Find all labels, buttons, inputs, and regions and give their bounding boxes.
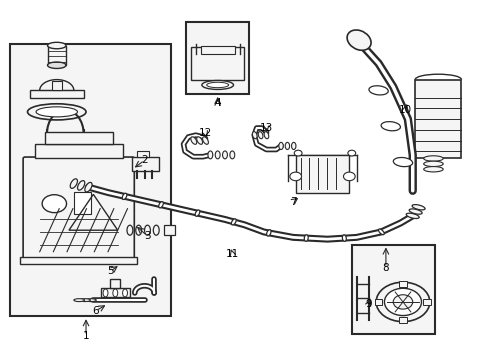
Ellipse shape xyxy=(222,151,227,159)
Bar xyxy=(20,257,137,264)
Bar xyxy=(351,244,434,334)
Ellipse shape xyxy=(202,137,208,144)
Ellipse shape xyxy=(206,82,228,87)
Bar xyxy=(47,45,66,65)
Ellipse shape xyxy=(190,137,196,144)
Bar xyxy=(423,299,430,305)
Ellipse shape xyxy=(423,156,442,161)
Ellipse shape xyxy=(122,289,127,297)
Circle shape xyxy=(343,172,354,181)
Ellipse shape xyxy=(392,157,412,167)
Ellipse shape xyxy=(144,225,150,235)
Ellipse shape xyxy=(231,219,236,225)
Ellipse shape xyxy=(85,299,96,302)
Ellipse shape xyxy=(113,289,118,297)
Ellipse shape xyxy=(346,30,370,50)
Bar xyxy=(52,81,61,90)
Text: 4: 4 xyxy=(214,98,221,108)
Ellipse shape xyxy=(408,209,421,214)
Bar xyxy=(44,132,113,144)
Bar xyxy=(374,299,382,305)
Ellipse shape xyxy=(406,213,418,219)
Ellipse shape xyxy=(207,151,212,159)
Ellipse shape xyxy=(285,142,289,149)
Bar xyxy=(185,22,249,94)
Ellipse shape xyxy=(136,225,142,235)
Ellipse shape xyxy=(278,142,283,149)
Circle shape xyxy=(384,288,421,316)
Ellipse shape xyxy=(47,42,66,49)
Bar xyxy=(137,151,149,157)
Circle shape xyxy=(42,195,66,213)
Text: 1: 1 xyxy=(82,331,89,341)
Text: 8: 8 xyxy=(382,263,388,273)
FancyBboxPatch shape xyxy=(23,157,134,260)
Ellipse shape xyxy=(47,62,66,68)
Ellipse shape xyxy=(85,183,92,192)
Circle shape xyxy=(289,172,301,181)
Bar xyxy=(295,155,348,193)
Text: 3: 3 xyxy=(143,231,150,240)
Ellipse shape xyxy=(195,210,200,216)
Ellipse shape xyxy=(122,193,126,199)
Ellipse shape xyxy=(229,151,234,159)
Text: 11: 11 xyxy=(225,248,239,258)
Text: 10: 10 xyxy=(398,105,411,115)
Ellipse shape xyxy=(36,107,77,117)
Ellipse shape xyxy=(70,179,77,188)
Bar xyxy=(200,45,234,54)
Text: 12: 12 xyxy=(199,129,212,138)
Bar xyxy=(35,144,122,158)
Circle shape xyxy=(375,282,429,321)
Bar xyxy=(101,288,130,297)
Ellipse shape xyxy=(78,181,84,190)
Ellipse shape xyxy=(411,204,424,210)
Bar xyxy=(10,44,171,316)
Ellipse shape xyxy=(342,235,346,241)
Text: 5: 5 xyxy=(107,266,114,276)
Ellipse shape xyxy=(103,289,108,297)
Bar xyxy=(110,279,120,288)
Ellipse shape xyxy=(159,202,163,208)
Text: 9: 9 xyxy=(365,299,371,309)
Bar xyxy=(74,192,91,214)
Bar xyxy=(414,80,461,158)
Ellipse shape xyxy=(423,167,442,172)
Text: 2: 2 xyxy=(141,155,147,165)
Ellipse shape xyxy=(196,137,202,144)
Ellipse shape xyxy=(380,122,400,131)
Ellipse shape xyxy=(127,225,133,235)
Bar xyxy=(132,157,159,171)
Circle shape xyxy=(392,295,412,309)
Ellipse shape xyxy=(74,299,84,302)
Circle shape xyxy=(347,150,355,156)
Ellipse shape xyxy=(215,151,220,159)
Ellipse shape xyxy=(264,132,268,139)
Ellipse shape xyxy=(252,132,257,139)
Ellipse shape xyxy=(291,142,295,149)
Bar xyxy=(398,317,406,323)
Bar xyxy=(163,225,174,235)
Ellipse shape xyxy=(368,86,387,95)
Text: 13: 13 xyxy=(259,123,272,133)
Ellipse shape xyxy=(378,229,384,235)
Ellipse shape xyxy=(258,132,263,139)
Ellipse shape xyxy=(202,81,233,89)
Bar xyxy=(398,281,406,287)
Ellipse shape xyxy=(27,104,86,120)
Ellipse shape xyxy=(266,230,270,236)
Ellipse shape xyxy=(304,235,307,241)
Ellipse shape xyxy=(80,299,90,302)
Circle shape xyxy=(294,150,302,156)
Bar xyxy=(190,47,244,80)
Bar xyxy=(30,90,83,98)
Ellipse shape xyxy=(423,161,442,167)
Text: 6: 6 xyxy=(92,306,99,316)
Text: 7: 7 xyxy=(289,197,296,207)
Ellipse shape xyxy=(153,225,159,235)
